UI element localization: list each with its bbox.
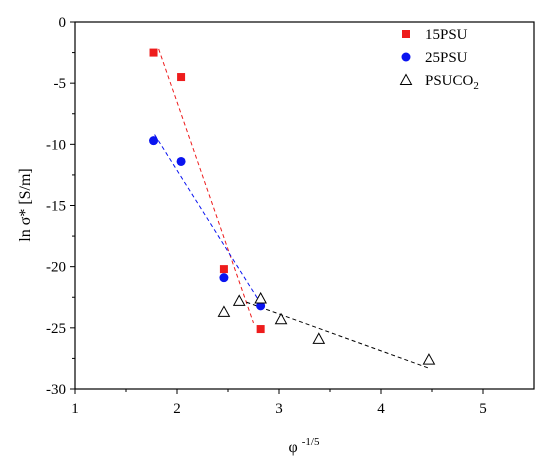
legend-marker-15psu (402, 30, 410, 38)
fit-line-15psu (158, 48, 254, 324)
fit-line-25psu (154, 134, 262, 304)
data-points (149, 48, 436, 365)
y-axis-label: ln σ* [S/m] (17, 168, 34, 242)
y-tick-label: -20 (46, 260, 66, 276)
point-25psu (219, 273, 229, 283)
y-tick-label: -5 (54, 76, 67, 92)
legend-marker-psuco (399, 73, 413, 85)
point-psuco (274, 312, 288, 325)
point-psuco (312, 332, 326, 344)
y-tick-label: -15 (46, 199, 66, 215)
fit-line-psuco (246, 301, 430, 369)
legend-label-15psu: 15PSU (425, 27, 468, 43)
x-tick-label: 5 (479, 401, 487, 417)
fit-lines (154, 48, 430, 369)
y-tick-label: 0 (59, 15, 67, 31)
point-psuco (422, 353, 436, 365)
y-tick-label: -25 (46, 321, 66, 337)
point-15psu (177, 73, 186, 82)
x-tick-label: 3 (275, 401, 283, 417)
x-axis-label: φ -1/5 (289, 436, 320, 456)
x-axis-ticks: 1 2 3 4 5 (71, 389, 487, 417)
legend-marker-25psu (401, 52, 411, 62)
x-tick-label: 4 (377, 401, 385, 417)
legend-label-psuco: PSUCO2 (425, 73, 479, 92)
legend: 15PSU 25PSU PSUCO2 (399, 27, 479, 92)
point-psuco (232, 294, 246, 306)
x-axis-label-base: φ (289, 439, 298, 456)
point-15psu (219, 265, 228, 274)
x-axis-label-exponent: -1/5 (302, 436, 320, 448)
y-tick-label: -30 (46, 382, 66, 398)
x-tick-label: 2 (173, 401, 181, 417)
y-tick-label: -10 (46, 137, 66, 153)
y-axis-ticks: 0 -5 -10 -15 -20 -25 -30 (46, 15, 75, 398)
legend-label-25psu: 25PSU (425, 50, 468, 66)
point-15psu (149, 48, 158, 57)
point-25psu (256, 301, 266, 311)
point-psuco (217, 305, 231, 317)
point-25psu (149, 136, 159, 146)
point-25psu (176, 156, 186, 166)
x-tick-label: 1 (71, 401, 79, 417)
point-psuco (254, 291, 267, 304)
point-15psu (256, 325, 265, 334)
